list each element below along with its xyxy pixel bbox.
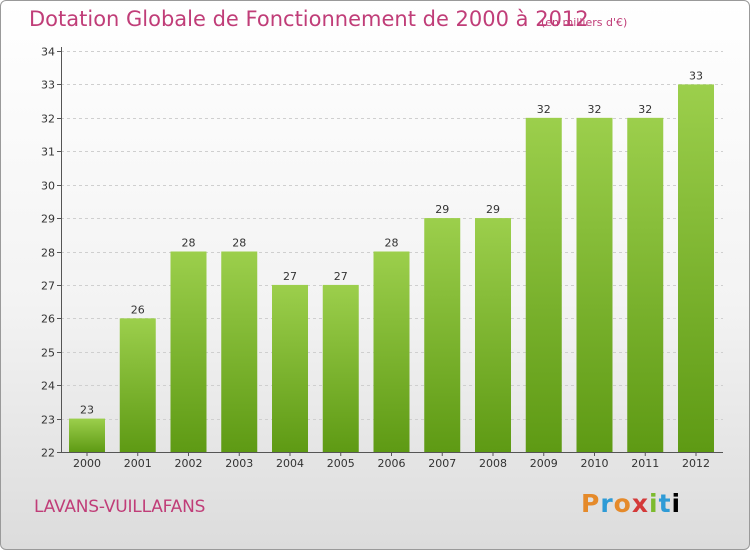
x-tick-label: 2004: [276, 457, 304, 470]
bar: [678, 84, 714, 453]
y-tick-label: 30: [41, 180, 55, 193]
data-label: 28: [385, 237, 399, 250]
data-label: 27: [283, 270, 297, 283]
x-tick-label: 2003: [225, 457, 253, 470]
y-tick-label: 27: [41, 280, 55, 293]
y-tick-label: 28: [41, 247, 55, 260]
data-label: 28: [232, 237, 246, 250]
data-label: 32: [537, 103, 551, 116]
y-tick-label: 22: [41, 447, 55, 460]
data-label: 29: [435, 203, 449, 216]
bar: [475, 218, 511, 452]
y-tick-label: 23: [41, 414, 55, 427]
y-tick-label: 25: [41, 347, 55, 360]
bar: [525, 117, 562, 452]
bars: [69, 84, 714, 453]
y-tick-label: 31: [41, 146, 55, 159]
proxiti-logo[interactable]: Proxiti: [581, 489, 682, 518]
x-tick-label: 2000: [73, 457, 101, 470]
data-label: 27: [334, 270, 348, 283]
y-tick-label: 29: [41, 213, 55, 226]
bar: [424, 218, 461, 452]
x-tick-label: 2008: [479, 457, 507, 470]
x-tick-label: 2009: [530, 457, 558, 470]
data-label: 26: [131, 303, 145, 316]
y-tick-label: 26: [41, 313, 55, 326]
y-tick-label: 34: [41, 46, 55, 59]
bar: [272, 284, 308, 452]
city-name: LAVANS-VUILLAFANS: [34, 497, 206, 517]
labels: 22 23 24 25 26 27 28 29 30 31 32 33 34 23 2000 26 2001 28…: [41, 46, 710, 471]
axes: [57, 47, 723, 456]
x-tick-label: 2007: [428, 457, 456, 470]
data-label: 29: [486, 203, 500, 216]
data-label: 33: [689, 69, 703, 82]
chart-title: Dotation Globale de Fonctionnement de 20…: [29, 7, 589, 31]
bar: [119, 318, 156, 452]
y-tick-label: 33: [41, 79, 55, 92]
chart-unit: (en milliers d'€): [541, 16, 628, 29]
data-label: 23: [80, 404, 94, 417]
y-tick-label: 24: [41, 380, 55, 393]
data-label: 32: [588, 103, 602, 116]
x-tick-label: 2012: [682, 457, 710, 470]
y-tick-label: 32: [41, 113, 55, 126]
bar: [170, 251, 207, 452]
bar: [322, 284, 359, 452]
bar: [576, 117, 613, 452]
bar: [373, 251, 410, 452]
x-tick-label: 2001: [124, 457, 152, 470]
x-tick-label: 2011: [631, 457, 659, 470]
bar: [627, 117, 664, 452]
x-tick-label: 2006: [378, 457, 406, 470]
bar: [69, 418, 105, 452]
x-tick-label: 2010: [581, 457, 609, 470]
data-label: 28: [182, 237, 196, 250]
x-tick-label: 2005: [327, 457, 355, 470]
x-tick-label: 2002: [175, 457, 203, 470]
bar: [221, 251, 258, 452]
data-label: 32: [638, 103, 652, 116]
